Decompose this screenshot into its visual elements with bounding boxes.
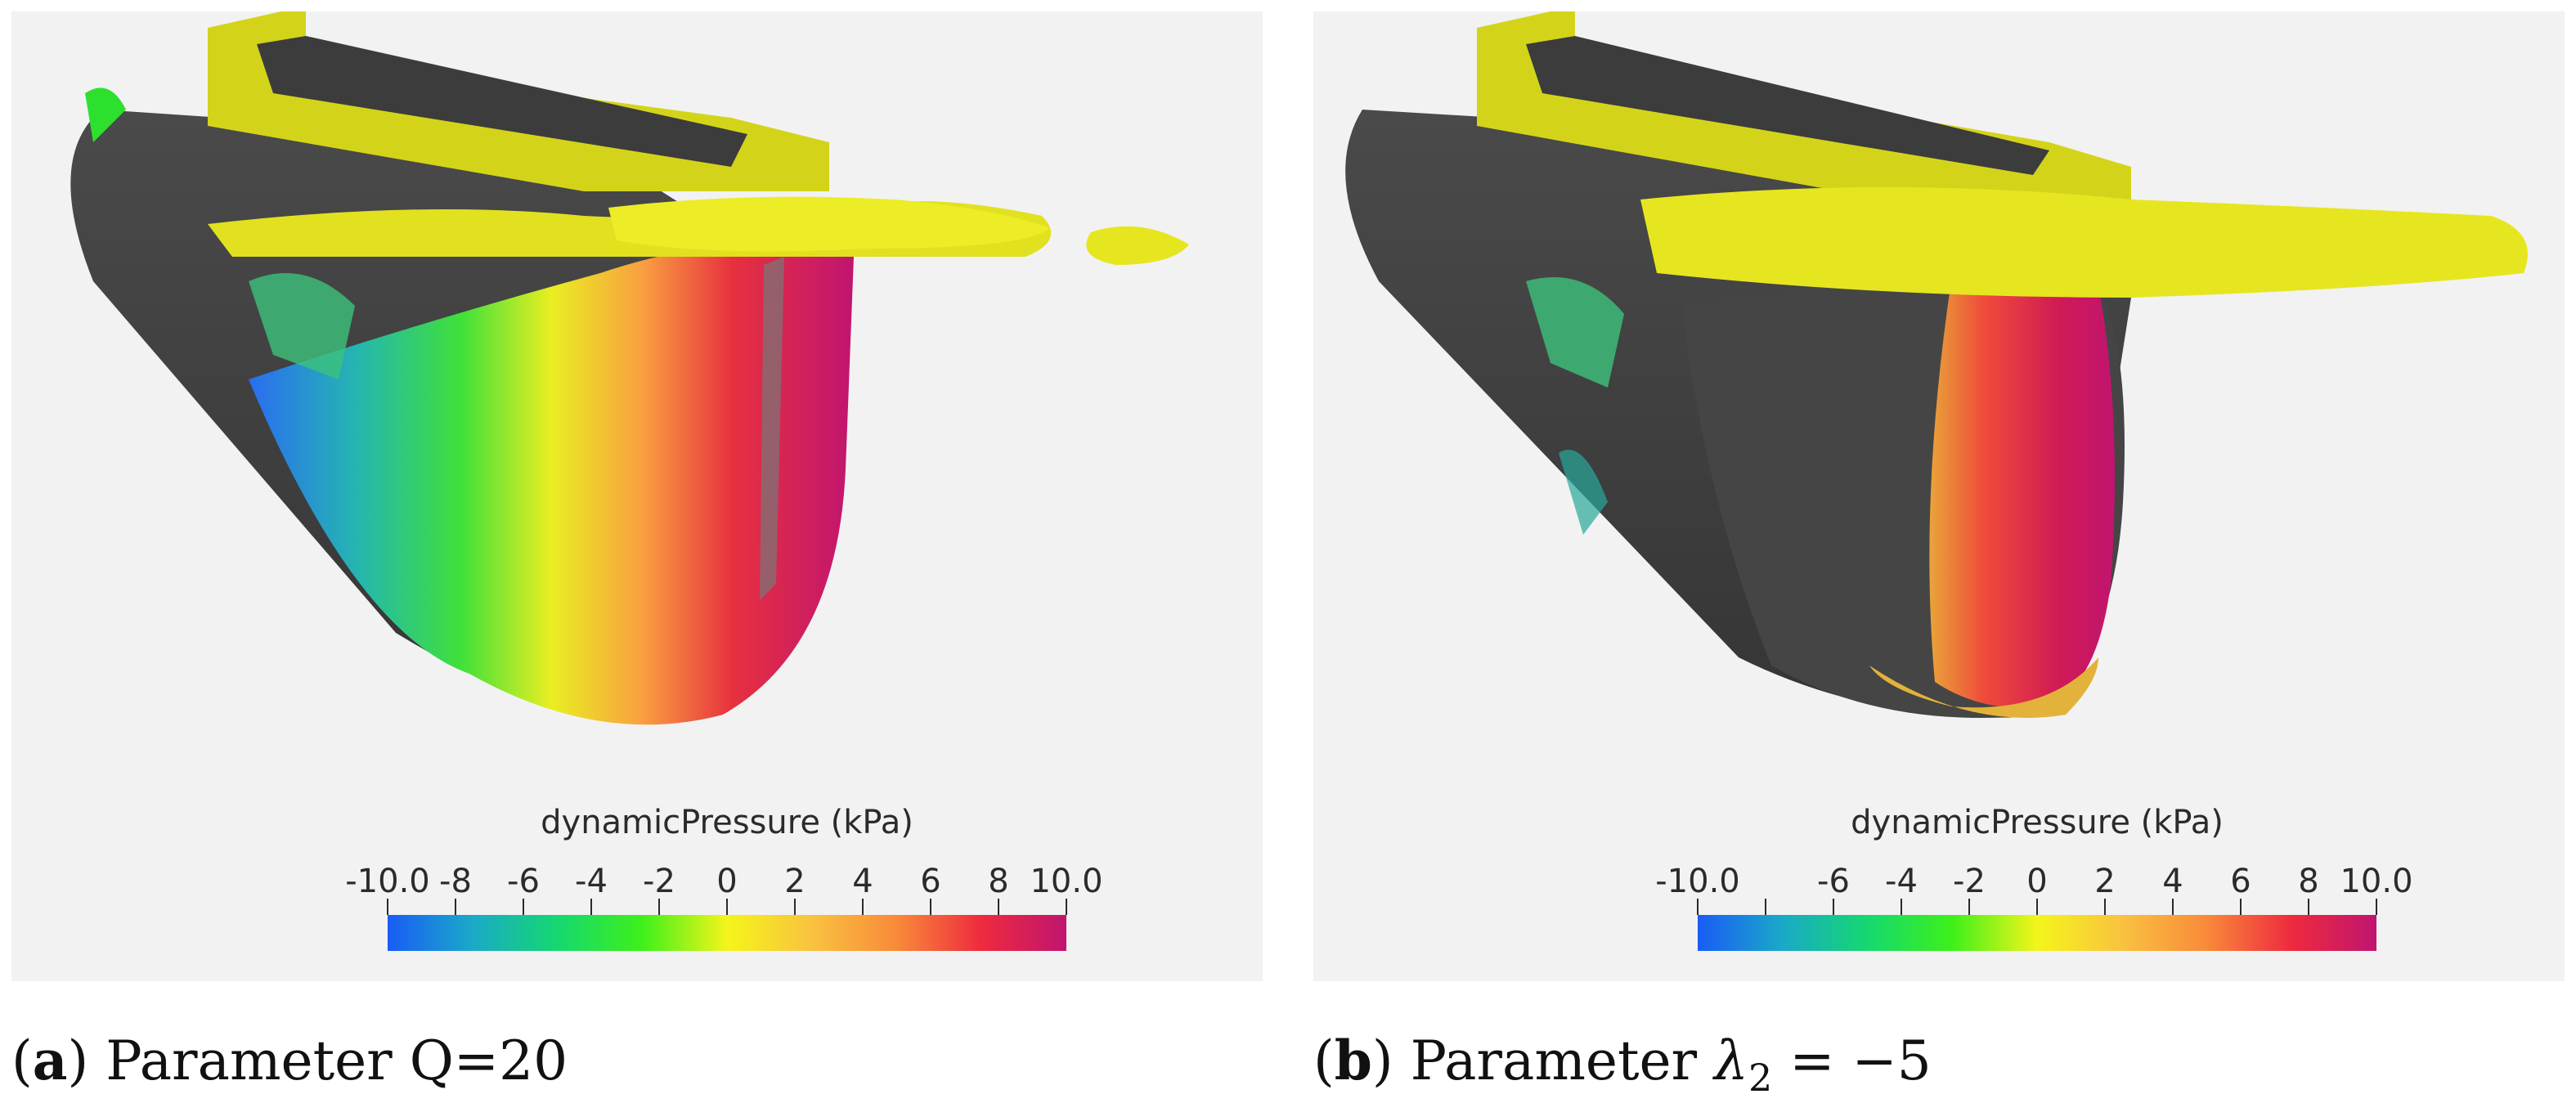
colorbar-tick-label: -2 — [1953, 863, 1986, 900]
vortex-sheet-upper — [608, 196, 1050, 252]
caption-label: a — [32, 1029, 68, 1092]
colorbar-tick-label: 4 — [852, 863, 873, 900]
bow-rim-vortex — [1869, 657, 2098, 718]
colorbar-gradient — [1698, 915, 2376, 951]
caption-label: b — [1334, 1029, 1372, 1092]
colorbar-tick-label: 6 — [920, 863, 940, 900]
caption-text: Parameter — [1410, 1029, 1715, 1092]
colorbar-tick-label: -10.0 — [1655, 863, 1740, 900]
colorbar-tick-label: 0 — [2026, 863, 2047, 900]
colorbar-tick-label: -6 — [507, 863, 540, 900]
colorbar-tick-label: 0 — [716, 863, 737, 900]
colorbar-tick-label: 4 — [2162, 863, 2183, 900]
colorbar-tick-label: 8 — [988, 863, 1008, 900]
colorbar: -10.0 -6 -4 -2 0 2 4 6 8 10.0 — [1655, 863, 2413, 951]
colorbar-tick-label: 10.0 — [2340, 863, 2412, 900]
colorbar-tick-label: 2 — [784, 863, 805, 900]
colorbar-tick-label: -2 — [643, 863, 675, 900]
colorbar-tick-label: 10.0 — [1030, 863, 1102, 900]
caption-math-symbol: λ — [1714, 1029, 1748, 1092]
deck-top — [1526, 36, 2049, 175]
caption-b: (b) Parameter λ2 = −5 — [1313, 1029, 1932, 1101]
caption-math-subscript: 2 — [1748, 1056, 1773, 1101]
vortex-sheet — [1640, 187, 2528, 298]
colorbar-tick-label: 6 — [2230, 863, 2251, 900]
colorbar-tick-label: 8 — [2298, 863, 2318, 900]
caption-a: (a) Parameter Q=20 — [11, 1029, 568, 1092]
side-fragment — [1559, 450, 1608, 535]
colorbar-legend: dynamicPressure (kPa) -10.0 -6 -4 -2 0 2 4 6 8 10… — [1655, 792, 2413, 956]
vortex-fragment — [1086, 226, 1189, 265]
submarine-render-q — [70, 11, 1189, 725]
submarine-render-lambda2 — [1345, 11, 2528, 718]
stagnation-streak — [760, 257, 784, 600]
colorbar-legend: dynamicPressure (kPa) -10.0 -8 -6 -4 -2 0 2 4 6 8… — [345, 792, 1103, 956]
colorbar-tick-label: -4 — [575, 863, 608, 900]
bow-pressure-region — [249, 244, 854, 725]
render-panel-q-criterion: dynamicPressure (kPa) -10.0 -8 -6 -4 -2 0 2 4 6 8… — [11, 11, 1263, 981]
colorbar-gradient — [388, 915, 1066, 951]
stern-fragment — [85, 87, 126, 142]
bow-pressure-region — [1929, 278, 2115, 708]
colorbar-tick-label: -8 — [439, 863, 472, 900]
colorbar-tick-label: -6 — [1817, 863, 1850, 900]
caption-text: Parameter Q=20 — [105, 1029, 568, 1092]
deck-top — [257, 36, 747, 167]
render-panel-lambda2: dynamicPressure (kPa) -10.0 -6 -4 -2 0 2 4 6 8 10… — [1313, 11, 2565, 981]
side-vortex — [1526, 277, 1624, 388]
colorbar-title: dynamicPressure (kPa) — [1851, 804, 2224, 841]
caption-math-rest: = −5 — [1772, 1029, 1932, 1092]
side-vortex — [249, 273, 355, 379]
colorbar-tick-label: -10.0 — [345, 863, 430, 900]
colorbar-tick-label: -4 — [1885, 863, 1918, 900]
colorbar-title: dynamicPressure (kPa) — [541, 804, 913, 841]
colorbar: -10.0 -8 -6 -4 -2 0 2 4 6 8 10.0 — [345, 863, 1103, 951]
colorbar-tick-label: 2 — [2094, 863, 2115, 900]
